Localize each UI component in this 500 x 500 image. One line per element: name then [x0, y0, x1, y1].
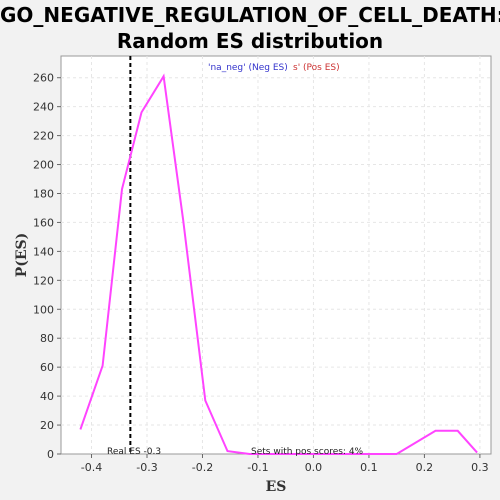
y-tick-label: 260	[33, 72, 54, 85]
y-tick-label: 220	[33, 130, 54, 143]
y-tick-label: 0	[47, 448, 54, 461]
y-tick-label: 160	[33, 216, 54, 229]
chart-title: GO_NEGATIVE_REGULATION_OF_CELL_DEATH: Ra…	[0, 2, 500, 54]
y-tick-label: 40	[40, 390, 54, 403]
y-axis-ticks: 0 20 40 60 80 100 120 140 160 180 200 220 240 260	[33, 72, 61, 461]
plot-area	[60, 55, 492, 455]
x-tick-label: -0.4	[81, 461, 102, 474]
x-tick-label: 0.1	[360, 461, 378, 474]
real-es-label: Real ES -0.3	[107, 447, 161, 457]
x-axis-ticks: -0.4 -0.3 -0.2 -0.1 0.0 0.1 0.2 0.3	[81, 454, 489, 474]
y-tick-label: 200	[33, 159, 54, 172]
x-tick-label: -0.2	[192, 461, 213, 474]
y-tick-label: 20	[40, 419, 54, 432]
x-tick-label: -0.1	[247, 461, 268, 474]
y-tick-label: 60	[40, 361, 54, 374]
y-tick-label: 180	[33, 187, 54, 200]
y-tick-label: 240	[33, 101, 54, 114]
x-axis-label: ES	[266, 479, 287, 495]
x-tick-label: -0.3	[136, 461, 157, 474]
y-tick-label: 100	[33, 303, 54, 316]
legend-neg: 'na_neg' (Neg ES)	[208, 63, 288, 73]
chart-title-line2: Random ES distribution	[116, 29, 384, 53]
y-axis-label: P(ES)	[14, 233, 30, 278]
series-line	[79, 73, 478, 455]
chart-title-line1: GO_NEGATIVE_REGULATION_OF_CELL_DEATH:	[0, 3, 500, 27]
x-tick-label: 0.0	[305, 461, 323, 474]
x-tick-label: 0.2	[416, 461, 434, 474]
y-tick-label: 80	[40, 332, 54, 345]
y-tick-label: 120	[33, 274, 54, 287]
legend-pos: s' (Pos ES)	[293, 63, 340, 73]
pos-scores-label: Sets with pos scores: 4%	[251, 447, 364, 457]
grid	[61, 56, 491, 454]
x-tick-label: 0.3	[471, 461, 489, 474]
y-tick-label: 140	[33, 245, 54, 258]
